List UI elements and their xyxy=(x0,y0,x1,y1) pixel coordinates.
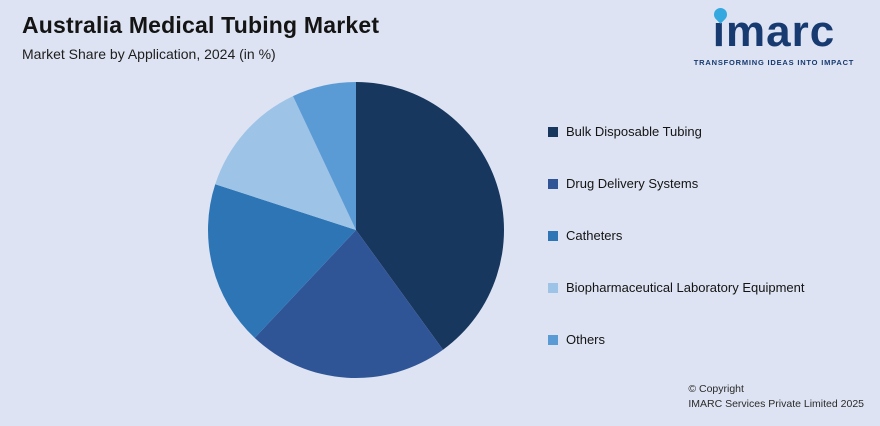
legend-item: Drug Delivery Systems xyxy=(548,176,804,191)
imarc-wordmark: imarc xyxy=(711,5,836,56)
pie-slice xyxy=(254,230,443,379)
legend-swatch xyxy=(548,282,558,293)
pie-chart xyxy=(206,80,506,380)
legend-swatch xyxy=(548,178,558,189)
legend-item: Catheters xyxy=(548,228,804,243)
legend-item: Bulk Disposable Tubing xyxy=(548,124,804,139)
copyright-line1: © Copyright xyxy=(688,382,744,395)
legend-item: Biopharmaceutical Laboratory Equipment xyxy=(548,280,804,295)
pie-slice xyxy=(292,82,356,230)
pie-slice xyxy=(208,184,356,338)
legend-label: Bulk Disposable Tubing xyxy=(566,124,702,139)
chart-legend: Bulk Disposable Tubing Drug Delivery Sys… xyxy=(548,124,804,347)
copyright-line2: IMARC Services Private Limited 2025 xyxy=(688,397,864,410)
legend-label: Biopharmaceutical Laboratory Equipment xyxy=(566,280,805,295)
page-title: Australia Medical Tubing Market xyxy=(22,12,380,38)
pie-slice xyxy=(215,96,356,230)
imarc-wordmark-text: imarc xyxy=(712,7,836,56)
legend-label: Drug Delivery Systems xyxy=(566,176,699,191)
imarc-tagline: TRANSFORMING IDEAS INTO IMPACT xyxy=(693,58,855,67)
legend-swatch xyxy=(548,230,558,241)
legend-swatch xyxy=(548,334,558,345)
pie-slice xyxy=(356,82,504,350)
legend-swatch xyxy=(548,126,558,137)
copyright-note: © Copyright IMARC Services Private Limit… xyxy=(688,382,864,412)
legend-label: Catheters xyxy=(566,228,623,243)
header: Australia Medical Tubing Market Market S… xyxy=(22,12,379,62)
page-subtitle: Market Share by Application, 2024 (in %) xyxy=(22,46,276,62)
imarc-logo: imarc TRANSFORMING IDEAS INTO IMPACT xyxy=(684,5,864,67)
pie-chart-svg xyxy=(208,82,504,379)
legend-item: Others xyxy=(548,332,804,347)
legend-label: Others xyxy=(566,332,606,347)
